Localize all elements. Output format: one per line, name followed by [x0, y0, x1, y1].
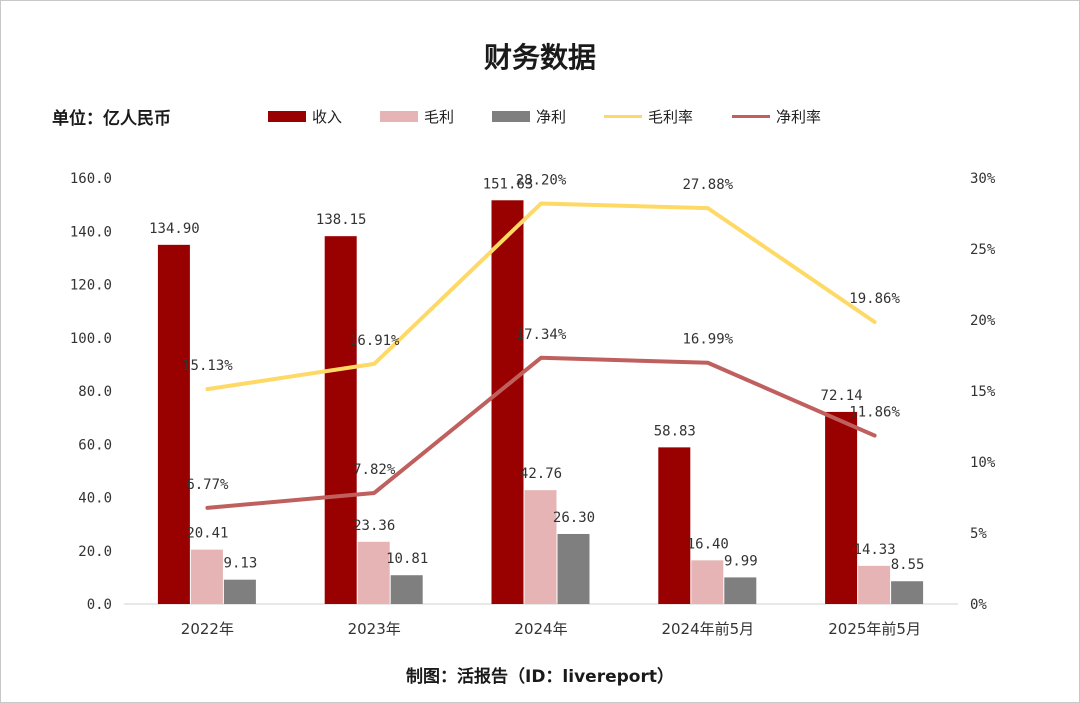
gross-profit-data-label: 16.40 [687, 536, 729, 552]
net-profit-bar [724, 577, 757, 604]
y-right-tick-label: 0% [970, 597, 987, 613]
gross-profit-bar [691, 560, 724, 604]
net-margin-data-label: 16.99% [683, 332, 734, 348]
legend-label-gross-profit: 毛利 [424, 107, 455, 126]
revenue-data-label: 58.83 [654, 423, 696, 439]
net-margin-line [205, 355, 877, 510]
gross-profit-data-label: 14.33 [854, 542, 896, 558]
net-margin-data-label: 17.34% [516, 327, 567, 343]
legend-swatch-revenue [268, 110, 306, 122]
legend-swatch-net-margin [732, 114, 770, 118]
revenue-data-label: 151.63 [483, 176, 534, 192]
gross-profit-data-label: 20.41 [186, 526, 228, 542]
gross-profit-data-label: 23.36 [353, 518, 395, 534]
y-right-tick-label: 5% [970, 526, 987, 542]
gross-profit-data-label: 42.76 [520, 466, 562, 482]
net-profit-bar [223, 579, 256, 604]
revenue-data-label: 134.90 [149, 221, 200, 237]
gross-profit-bar [190, 549, 223, 604]
legend-label-net-margin: 净利率 [776, 107, 822, 126]
x-tick-label: 2024年 [514, 620, 567, 638]
legend-swatch-gross-profit [380, 110, 418, 122]
revenue-bar [491, 200, 524, 604]
net-margin-data-label: 11.86% [849, 405, 900, 421]
y-right-tick-label: 15% [970, 384, 996, 400]
legend-item-gross-profit: 毛利 [380, 106, 454, 126]
y-right-tick-label: 10% [970, 455, 996, 471]
revenue-bar [658, 447, 691, 604]
gross-profit-bar [524, 490, 557, 604]
y-left-tick-label: 60.0 [78, 437, 112, 453]
unit-label: 单位：亿人民币 [52, 109, 171, 129]
x-tick-label: 2024年前5月 [661, 620, 754, 638]
x-tick-label: 2023年 [348, 620, 401, 638]
y-right-tick-label: 30% [970, 171, 996, 187]
net-profit-data-label: 9.99 [724, 553, 758, 569]
y-left-tick-label: 140.0 [70, 224, 112, 240]
legend-item-gross-margin: 毛利率 [604, 106, 693, 126]
x-tick-label: 2022年 [181, 620, 234, 638]
legend-item-revenue: 收入 [268, 106, 342, 126]
net-profit-bar [891, 581, 924, 604]
gross-margin-data-label: 15.13% [182, 358, 233, 374]
gross-profit-bar [858, 565, 891, 604]
source-credit: 制图：活报告（ID：livereport） [406, 667, 674, 687]
revenue-bar [324, 236, 357, 604]
legend-swatch-gross-margin [604, 114, 642, 118]
gross-margin-data-label: 19.86% [849, 291, 900, 307]
gross-profit-bar [357, 541, 390, 604]
net-profit-bar [557, 533, 590, 604]
revenue-data-label: 138.15 [316, 212, 367, 228]
gross-margin-data-label: 27.88% [683, 177, 734, 193]
net-profit-data-label: 10.81 [386, 551, 428, 567]
y-right-tick-label: 20% [970, 313, 996, 329]
legend-label-revenue: 收入 [312, 107, 343, 126]
net-margin-data-label: 7.82% [353, 462, 396, 478]
net-profit-data-label: 8.55 [891, 557, 925, 573]
chart-title: 财务数据 [483, 41, 596, 74]
revenue-data-label: 72.14 [821, 388, 863, 404]
gross-margin-line [205, 201, 877, 392]
y-left-tick-label: 160.0 [70, 171, 112, 187]
net-profit-data-label: 9.13 [224, 556, 258, 572]
revenue-bar [825, 411, 858, 604]
net-profit-data-label: 26.30 [553, 510, 595, 526]
revenue-bar [157, 244, 190, 605]
y-left-tick-label: 80.0 [78, 384, 112, 400]
y-left-tick-label: 0.0 [87, 597, 112, 613]
legend-swatch-net-profit [492, 110, 530, 122]
y-right-tick-label: 25% [970, 242, 996, 258]
y-left-tick-label: 40.0 [78, 491, 112, 507]
net-profit-bar [390, 575, 423, 604]
x-tick-label: 2025年前5月 [828, 620, 921, 638]
legend-label-net-profit: 净利 [536, 107, 567, 126]
y-left-tick-label: 100.0 [70, 331, 112, 347]
gross-margin-data-label: 28.20% [516, 173, 567, 189]
y-left-tick-label: 20.0 [78, 544, 112, 560]
y-left-tick-label: 120.0 [70, 278, 112, 294]
net-margin-data-label: 6.77% [186, 477, 229, 493]
gross-margin-data-label: 16.91% [349, 333, 400, 349]
legend-item-net-margin: 净利率 [732, 106, 821, 126]
legend-item-net-profit: 净利 [492, 106, 566, 126]
legend-label-gross-margin: 毛利率 [648, 107, 694, 126]
